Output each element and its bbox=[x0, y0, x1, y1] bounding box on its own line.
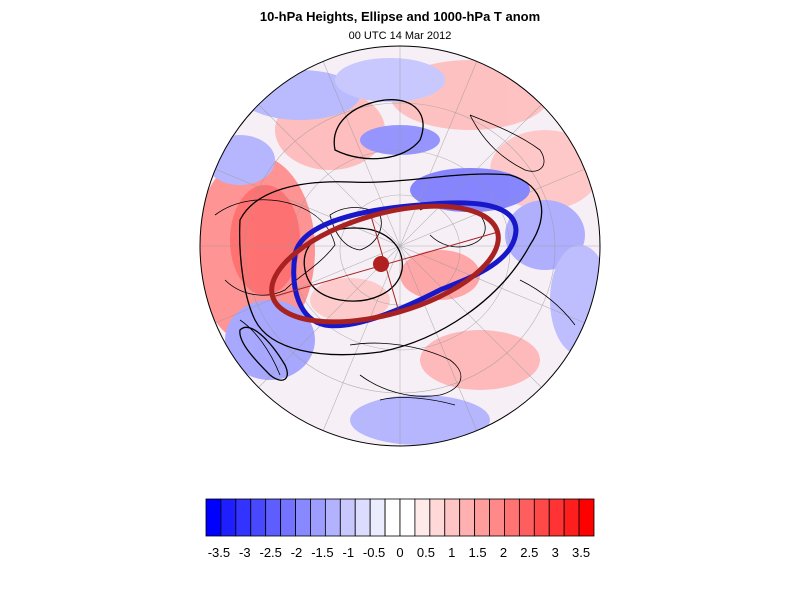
colorbar-swatch bbox=[220, 498, 237, 537]
colorbar-tick-label: -1.5 bbox=[311, 545, 333, 560]
colorbar-swatch bbox=[295, 498, 311, 537]
colorbar-tick-label: -2 bbox=[291, 545, 303, 560]
colorbar-tick-label: 2 bbox=[500, 545, 507, 560]
colorbar-swatch bbox=[235, 498, 252, 537]
colorbar-swatch bbox=[384, 498, 401, 537]
colorbar-tick-label: 2.5 bbox=[520, 545, 538, 560]
colorbar-swatch bbox=[459, 498, 476, 537]
colorbar-swatch bbox=[399, 498, 416, 537]
colorbar-swatch bbox=[339, 498, 356, 537]
colorbar-swatch bbox=[354, 498, 371, 537]
colorbar-tick-label: -2.5 bbox=[259, 545, 281, 560]
colorbar-swatch bbox=[474, 498, 490, 537]
colorbar-swatch bbox=[429, 498, 446, 537]
colorbar-swatch bbox=[533, 498, 550, 537]
colorbar-swatch bbox=[518, 498, 535, 537]
colorbar-swatch bbox=[205, 498, 222, 537]
colorbar-swatch bbox=[369, 498, 386, 537]
map-title: 10-hPa Heights, Ellipse and 1000-hPa T a… bbox=[259, 9, 541, 24]
colorbar-tick-label: -1 bbox=[343, 545, 355, 560]
colorbar-swatch bbox=[489, 498, 505, 537]
colorbar-swatch bbox=[414, 498, 431, 537]
colorbar-tick-label: -0.5 bbox=[363, 545, 385, 560]
colorbar-swatch bbox=[504, 498, 520, 537]
colorbar-swatch bbox=[578, 498, 595, 537]
graticule bbox=[200, 46, 600, 446]
colorbar-swatch bbox=[548, 498, 565, 537]
colorbar-tick-label: 1.5 bbox=[469, 545, 487, 560]
colorbar-tick-label: -3 bbox=[239, 545, 251, 560]
map-subtitle: 00 UTC 14 Mar 2012 bbox=[348, 30, 452, 42]
colorbar-swatch bbox=[265, 498, 282, 537]
colorbar-tick-label: 1 bbox=[448, 545, 455, 560]
blue-ellipse bbox=[291, 200, 519, 329]
globe-outline bbox=[199, 45, 601, 447]
colorbar-tick-label: -3.5 bbox=[208, 545, 230, 560]
colorbar-swatch bbox=[280, 498, 296, 537]
colorbar-tick-label: 3.5 bbox=[572, 545, 590, 560]
colorbar-tick-label: 0.5 bbox=[417, 545, 435, 560]
colorbar-swatch bbox=[324, 498, 341, 537]
colorbar-swatch bbox=[310, 498, 326, 537]
colorbar-swatch bbox=[563, 498, 580, 537]
colorbar-swatch bbox=[250, 498, 267, 537]
colorbar-tick-label: 0 bbox=[396, 545, 403, 560]
colorbar-tick-label: 3 bbox=[552, 545, 559, 560]
ellipse-center-marker bbox=[373, 256, 389, 272]
colorbar-swatch bbox=[444, 498, 461, 537]
